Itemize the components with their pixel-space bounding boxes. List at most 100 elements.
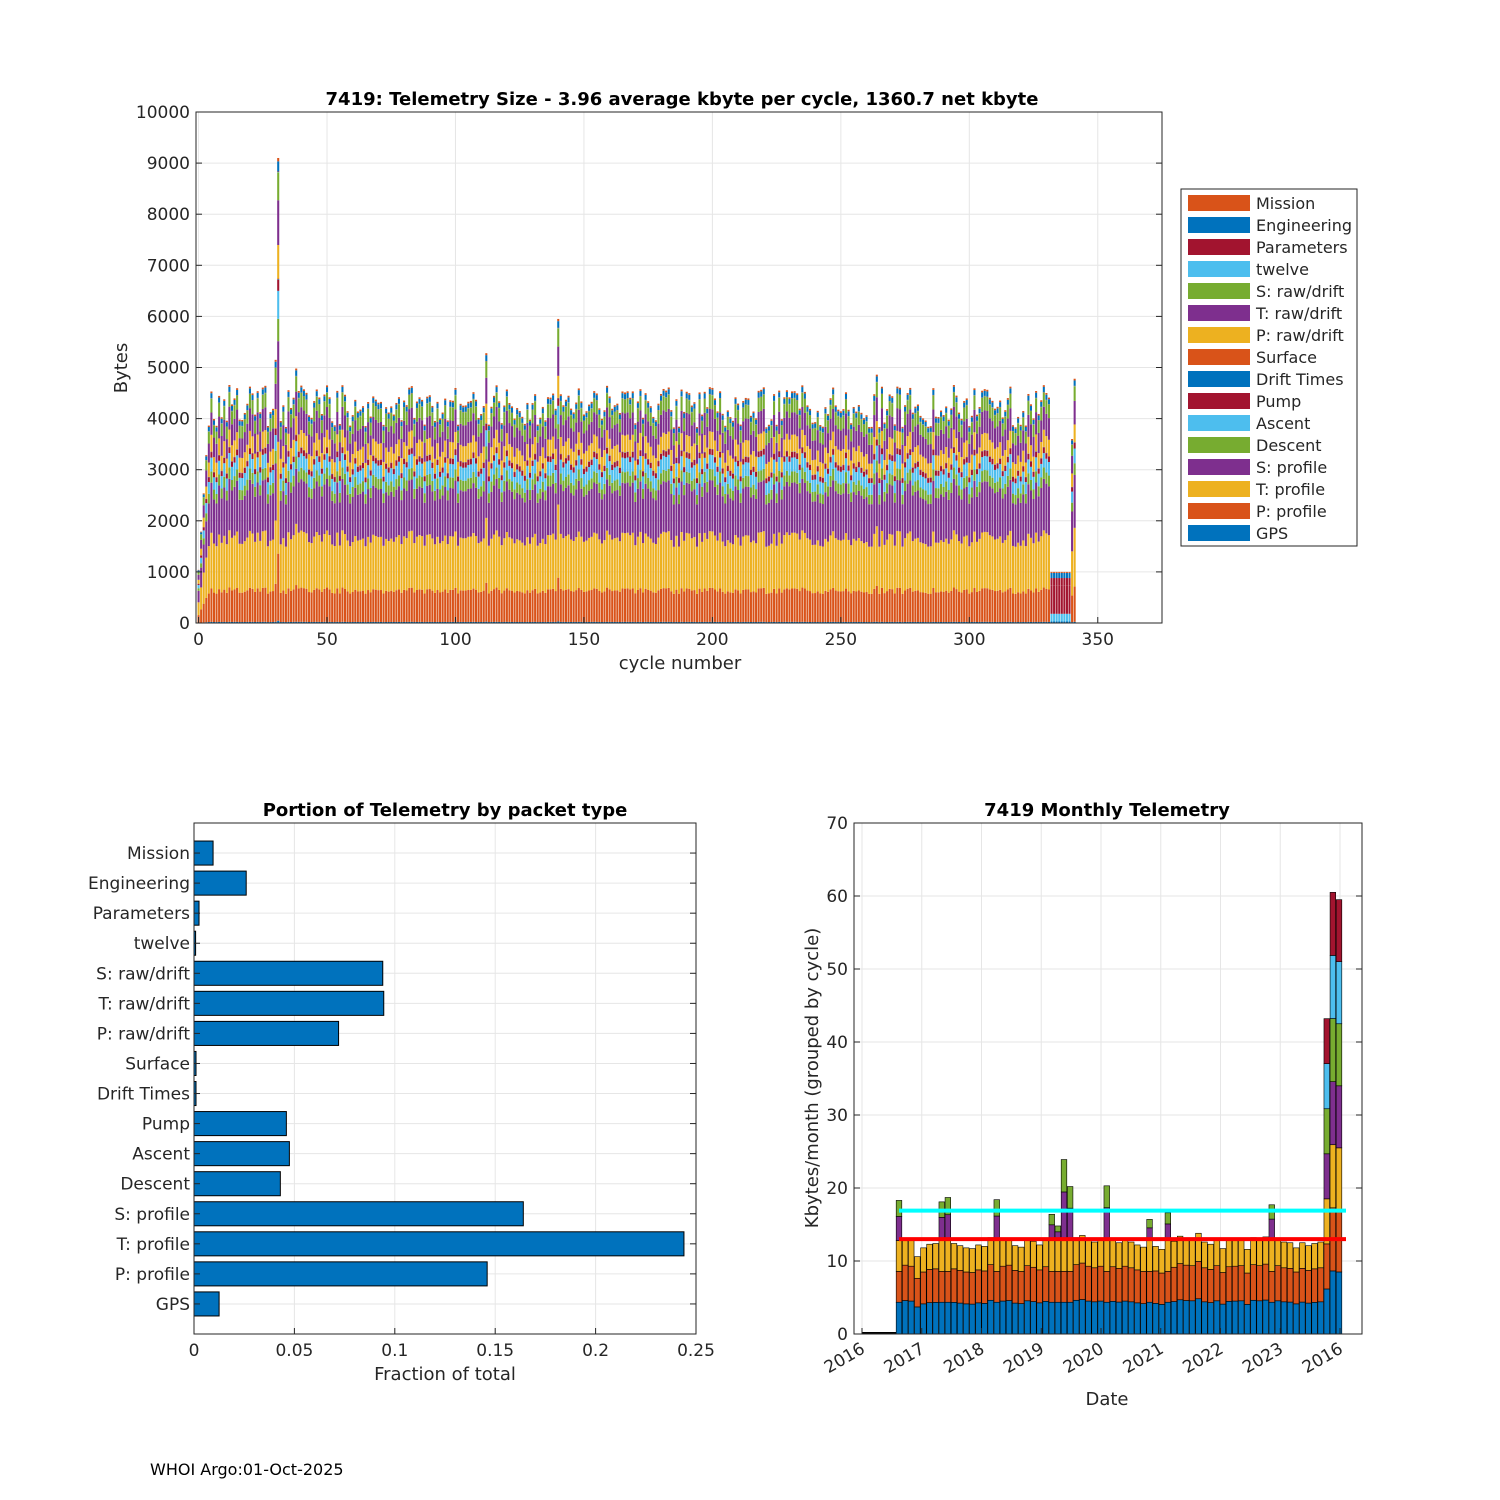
- bar-segment: [683, 540, 686, 592]
- bar-segment: [433, 439, 436, 459]
- bar-segment: [359, 449, 362, 465]
- bar-segment: [613, 406, 616, 412]
- bar-segment: [451, 458, 454, 465]
- bar-segment: [516, 414, 519, 428]
- bar-segment: [970, 434, 973, 455]
- bar-segment: [839, 540, 842, 592]
- bar-segment: [508, 489, 511, 538]
- bar-segment: [397, 461, 400, 476]
- bar-segment: [557, 621, 560, 623]
- bar-segment: [739, 502, 742, 546]
- bar-segment: [965, 589, 968, 622]
- bar-segment: [914, 538, 917, 591]
- bar-segment: [670, 483, 673, 495]
- bar-segment: [960, 477, 963, 490]
- bar-segment: [513, 489, 516, 500]
- bar-segment: [626, 412, 629, 435]
- bar-segment: [922, 498, 925, 544]
- bar-segment: [986, 621, 989, 623]
- bar-segment: [418, 535, 421, 590]
- bar-segment: [426, 589, 429, 622]
- bar-segment: [454, 395, 457, 410]
- bar-segment: [629, 418, 632, 440]
- bar-segment: [832, 621, 835, 623]
- bar-segment: [791, 471, 794, 483]
- bar-segment: [665, 456, 668, 471]
- bar-segment: [780, 489, 783, 500]
- bar-segment: [844, 472, 848, 484]
- bar-segment: [680, 450, 683, 457]
- bar-segment: [695, 444, 699, 464]
- bar-segment: [703, 588, 706, 622]
- bar-segment: [793, 451, 796, 458]
- bar-segment: [238, 425, 241, 439]
- bar-segment: [300, 453, 303, 468]
- bar-segment: [495, 385, 498, 388]
- bar-segment: [582, 414, 585, 416]
- bar-segment: [598, 621, 601, 623]
- bar-segment: [215, 443, 218, 463]
- bar-segment: [541, 447, 544, 463]
- bar-segment: [914, 408, 917, 413]
- bar-segment: [891, 485, 894, 535]
- bar-segment: [721, 541, 724, 592]
- bar-segment: [940, 412, 943, 417]
- bar-segment: [865, 415, 868, 417]
- bar-segment: [457, 476, 460, 482]
- bar-segment: [449, 463, 452, 478]
- bar-segment: [904, 621, 907, 623]
- bar-segment: [798, 464, 801, 470]
- bar-segment: [405, 590, 408, 622]
- bar-segment: [778, 482, 781, 533]
- bar-segment: [277, 341, 280, 442]
- bar-segment: [719, 392, 722, 399]
- bar-segment: [546, 417, 550, 440]
- bar-segment: [639, 389, 642, 391]
- bar-segment: [480, 420, 483, 434]
- bar-segment: [952, 386, 955, 392]
- bar-segment: [331, 421, 334, 423]
- bar-segment: [421, 406, 424, 421]
- bar-segment: [783, 397, 786, 399]
- bar-segment: [716, 430, 719, 452]
- bar-segment: [385, 407, 388, 409]
- bar-segment: [842, 621, 845, 623]
- bar-segment: [865, 474, 868, 488]
- bar-segment: [973, 469, 976, 481]
- bar-segment: [716, 484, 719, 495]
- bar-segment: [991, 488, 994, 537]
- bar-segment: [616, 410, 619, 424]
- bar-segment: [264, 467, 267, 480]
- bar-segment: [744, 621, 747, 623]
- bar-segment: [223, 487, 226, 536]
- bar-segment: [803, 393, 806, 399]
- bar-segment: [498, 408, 501, 422]
- bar-segment: [421, 487, 424, 537]
- bar-segment: [415, 464, 418, 479]
- bar-segment: [667, 454, 670, 469]
- bar-segment: [970, 542, 973, 593]
- bar-segment: [703, 398, 706, 413]
- bar-segment: [598, 469, 601, 483]
- bar-segment: [225, 490, 228, 501]
- bar-segment: [590, 408, 593, 422]
- bar-segment: [361, 491, 365, 539]
- bar-segment: [909, 621, 912, 623]
- bar-segment: [554, 621, 557, 623]
- bar-segment: [844, 533, 848, 589]
- bar-segment: [454, 449, 457, 456]
- bar-segment: [472, 392, 475, 394]
- bar-segment: [788, 456, 791, 462]
- bar-segment: [415, 401, 418, 404]
- bar-segment: [639, 456, 642, 471]
- bar-segment: [806, 412, 809, 426]
- bar-segment: [516, 409, 519, 415]
- bar-segment: [274, 621, 277, 623]
- bar-segment: [983, 481, 986, 532]
- bar-segment: [770, 425, 773, 438]
- bar-segment: [403, 477, 406, 489]
- bar-segment: [960, 543, 963, 593]
- bar-segment: [901, 593, 904, 623]
- bar-segment: [986, 470, 989, 482]
- bar-segment: [426, 455, 429, 462]
